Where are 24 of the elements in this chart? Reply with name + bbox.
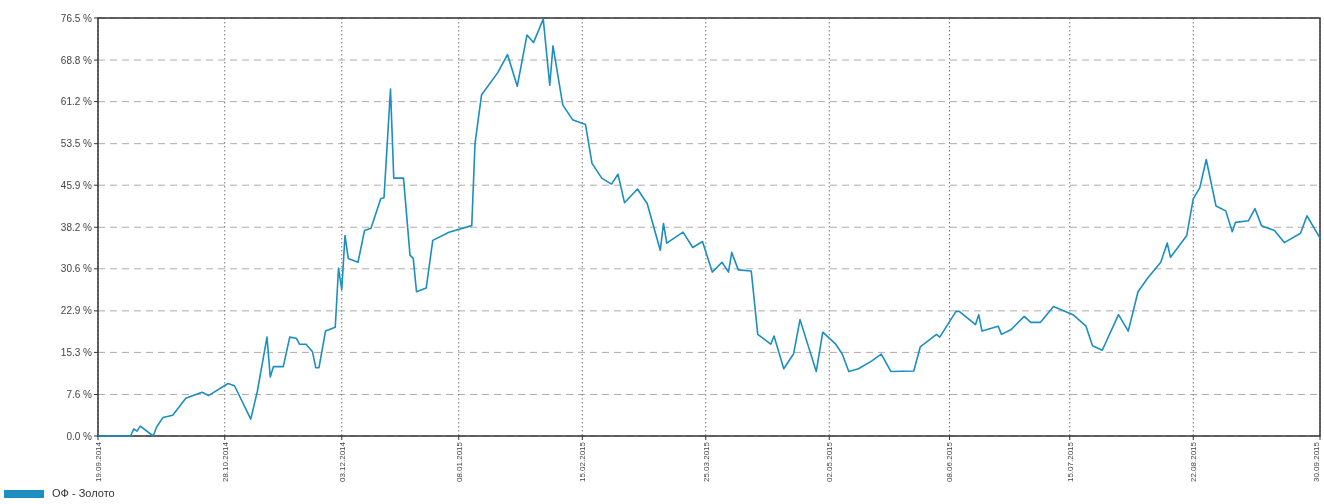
x-tick-label: 08.06.2015 <box>945 441 955 483</box>
y-tick-label: 53.5 % <box>60 138 93 150</box>
x-tick-label: 02.05.2015 <box>825 441 835 483</box>
y-tick-label: 76.5 % <box>60 12 93 24</box>
x-tick-label: 15.02.2015 <box>578 441 588 483</box>
x-tick-label: 19.09.2014 <box>93 441 103 483</box>
legend-label: ОФ - Золото <box>52 487 115 500</box>
x-tick-label: 15.07.2015 <box>1065 441 1075 483</box>
y-tick-label: 61.2 % <box>60 96 93 108</box>
y-tick-label: 15.3 % <box>60 346 93 358</box>
x-tick-label: 08.01.2015 <box>454 441 464 483</box>
y-tick-label: 30.6 % <box>60 263 93 275</box>
y-tick-label: 38.2 % <box>60 221 93 233</box>
y-tick-label: 68.8 % <box>60 54 93 66</box>
y-tick-label: 22.9 % <box>60 305 93 317</box>
x-tick-label: 22.08.2015 <box>1189 441 1199 483</box>
x-tick-label: 30.09.2015 <box>1311 441 1321 483</box>
x-tick-label: 28.10.2014 <box>220 441 230 483</box>
x-tick-label: 25.03.2015 <box>701 441 711 483</box>
line-series <box>97 18 1321 437</box>
y-tick-label: 0.0 % <box>66 430 93 442</box>
y-tick-label: 45.9 % <box>60 179 93 191</box>
x-tick-label: 03.12.2014 <box>337 441 347 483</box>
y-tick-label: 7.6 % <box>66 388 93 400</box>
